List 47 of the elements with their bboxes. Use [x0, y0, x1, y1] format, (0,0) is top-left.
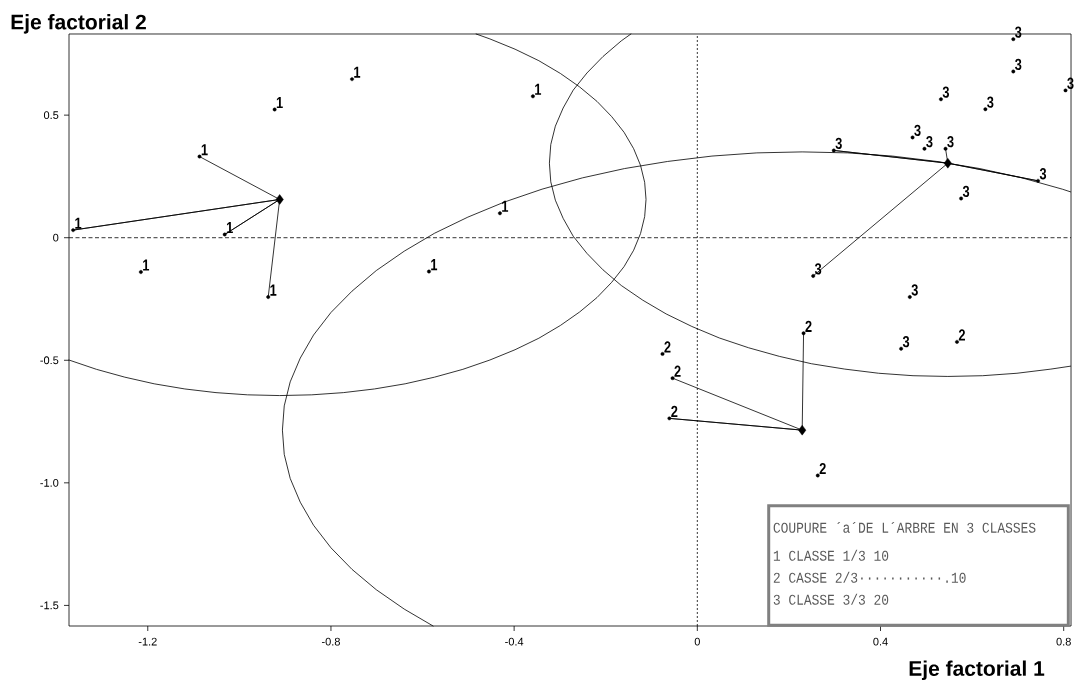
text: 3: [835, 137, 842, 150]
text: 1: [535, 83, 542, 95]
text: 3: [1039, 168, 1047, 180]
y-tick-label: 0: [53, 233, 59, 242]
annotation: 3 CLASSE 3/3 20: [773, 593, 889, 605]
x-tick-label: -0.4: [505, 637, 524, 646]
x-tick-label: -0.8: [321, 637, 340, 646]
text: 2: [958, 329, 965, 341]
annotation: 1 CLASSE 1/3 10: [773, 549, 889, 561]
text: 3: [926, 135, 933, 148]
y-tick-label: -1.0: [40, 478, 59, 487]
text: 1: [431, 259, 438, 271]
x-axis-title: Eje factorial 1: [909, 660, 1045, 681]
text: 3: [814, 263, 822, 275]
text: 3: [962, 185, 970, 198]
text: 1: [143, 259, 150, 271]
text: 3: [1015, 26, 1022, 38]
y-axis-title: Eje factorial 2: [11, 14, 146, 34]
text: 3: [1067, 77, 1074, 89]
text: 3: [947, 135, 954, 148]
y-tick-label: -1.5: [40, 601, 59, 610]
text: 3: [942, 86, 950, 98]
text: 1: [276, 97, 283, 109]
annotation: 2 CASSE 2/3···········.10: [773, 571, 966, 583]
annotation: COUPURE ´a´DE L´ARBRE EN 3 CLASSES: [773, 522, 1036, 533]
text: 3: [914, 124, 921, 137]
text: 3: [1015, 58, 1022, 71]
series-label: 3: [987, 96, 994, 108]
x-tick-label: 0.4: [873, 637, 888, 646]
text: 2: [671, 405, 678, 417]
text: 1: [226, 222, 233, 234]
text: 3: [911, 284, 918, 296]
y-tick-label: -0.5: [40, 356, 59, 365]
text: 1: [502, 200, 509, 212]
text: 1: [201, 144, 208, 156]
text: 1: [354, 66, 361, 78]
text: 2: [819, 462, 826, 475]
text: 2: [674, 365, 681, 377]
text: 2: [664, 341, 671, 353]
x-tick-label: 0.8: [1056, 637, 1071, 646]
x-tick-label: 0: [694, 637, 700, 646]
x-tick-label: -1.2: [138, 637, 157, 646]
series-label: 2: [805, 320, 812, 332]
series-label: 1: [270, 284, 277, 296]
y-tick-label: 0.5: [43, 111, 59, 120]
text: 3: [902, 336, 910, 348]
text: 1: [75, 217, 82, 229]
